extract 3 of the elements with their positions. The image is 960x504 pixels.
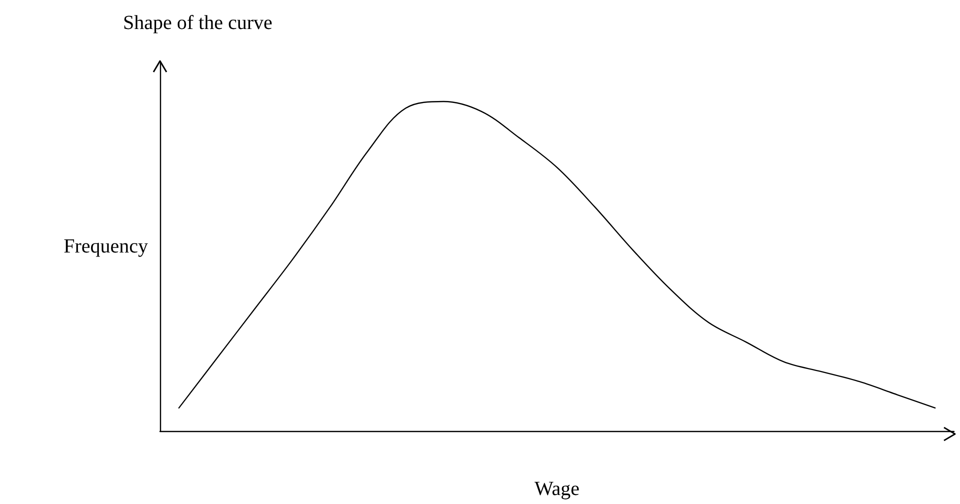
chart-title: Shape of the curve [123,12,273,34]
x-axis-title: Wage [534,478,580,500]
y-axis-title: Frequency [64,236,148,258]
